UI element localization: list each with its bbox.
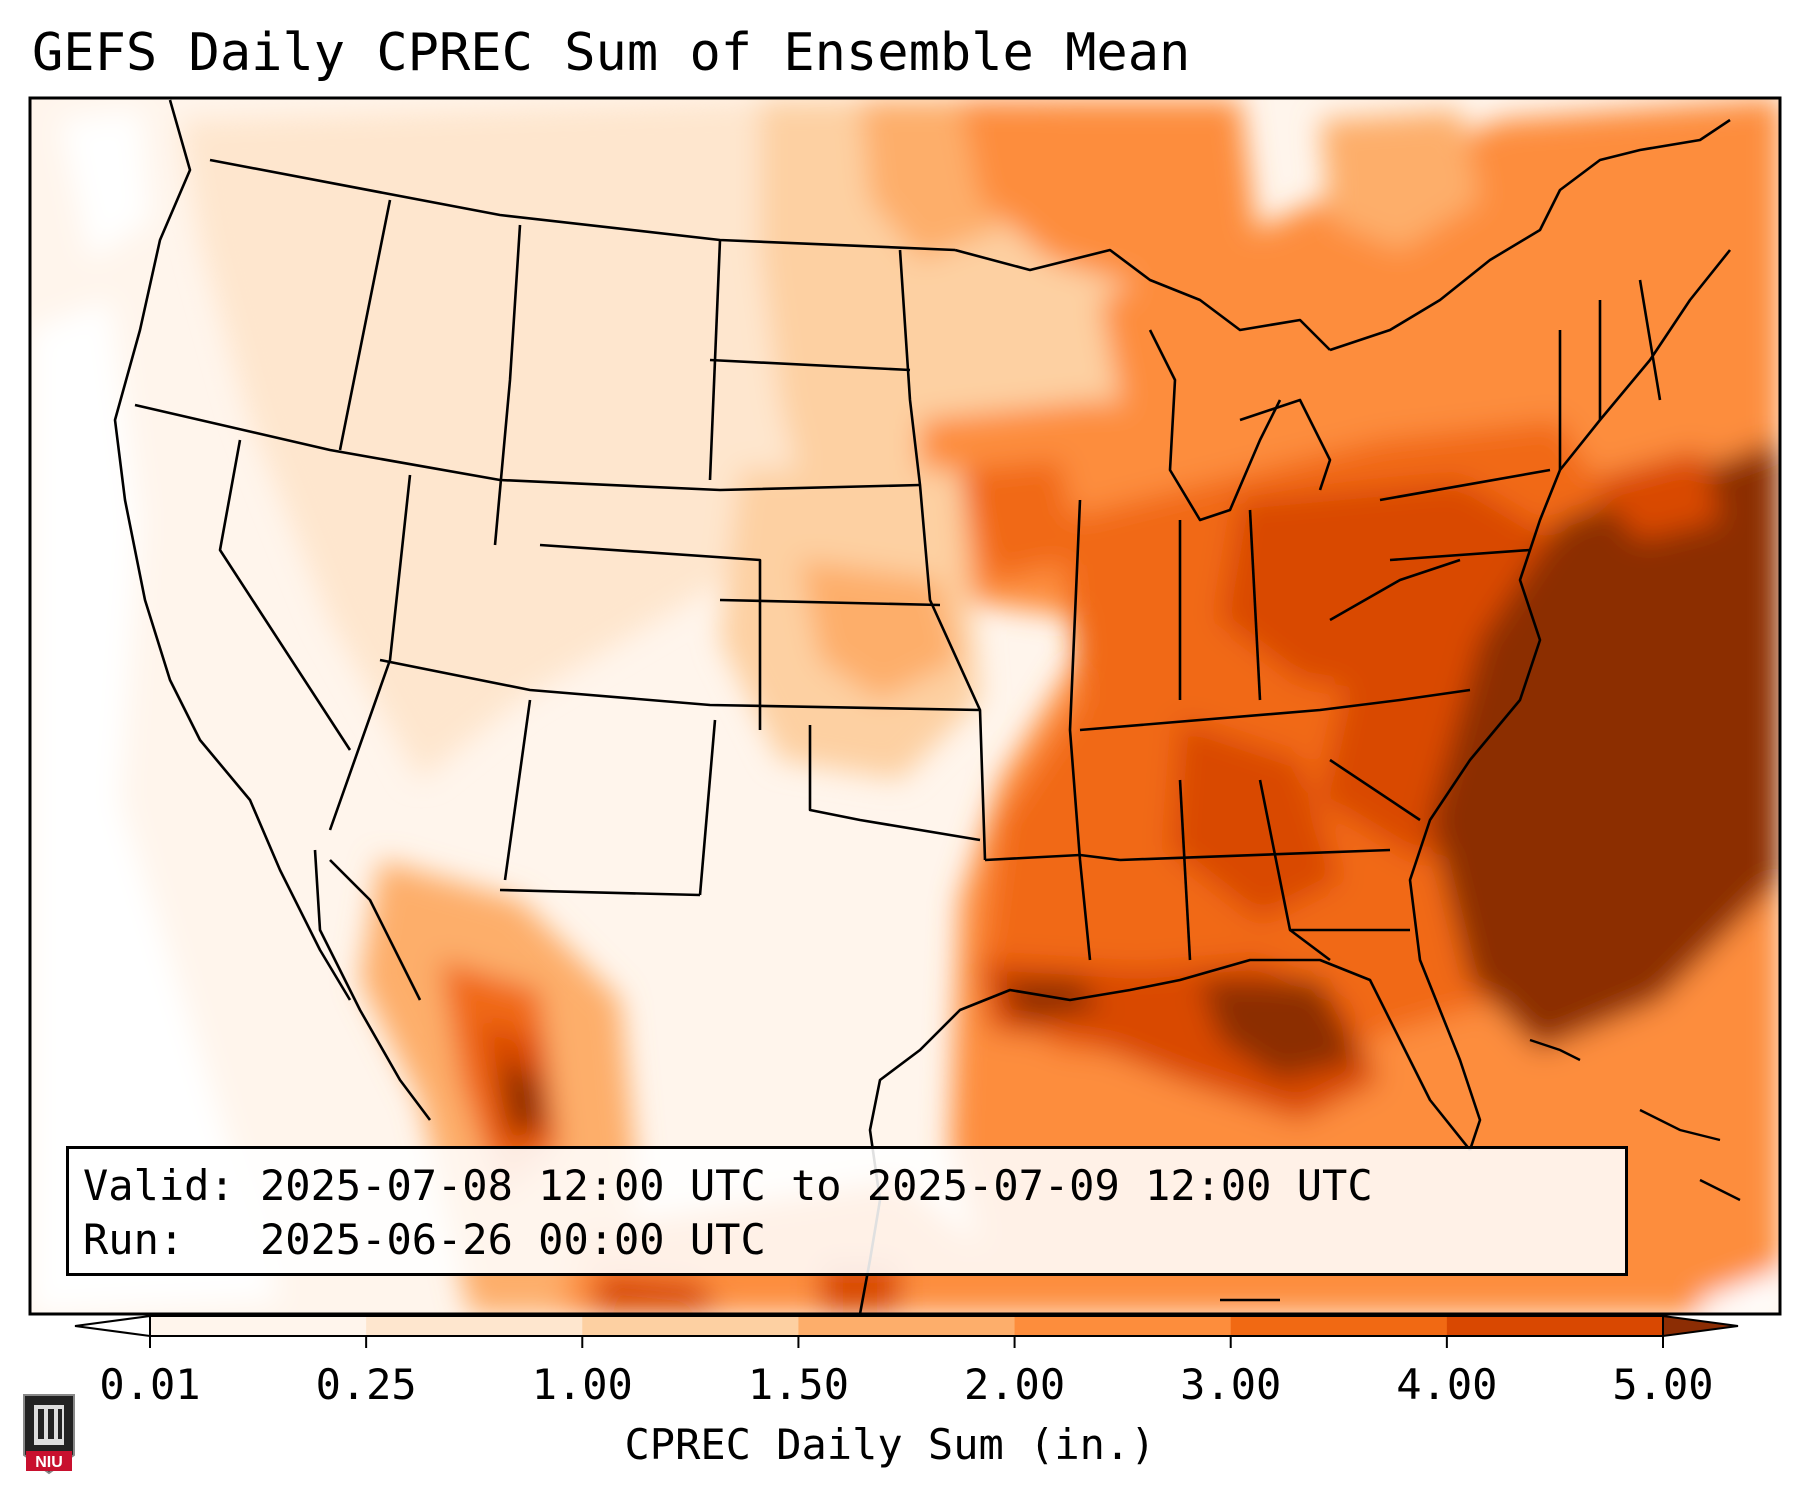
colorbar-tick-label: 0.25 <box>315 1360 417 1409</box>
valid-label: Valid: <box>83 1161 235 1210</box>
colorbar-tick-label: 0.01 <box>99 1360 201 1409</box>
run-label: Run: <box>83 1215 185 1264</box>
colorbar-tick-label: 1.50 <box>747 1360 849 1409</box>
colorbar-over-arrow <box>1662 1314 1739 1338</box>
colorbar-segment <box>1014 1316 1232 1336</box>
valid-run-info-box: Valid: 2025-07-08 12:00 UTC to 2025-07-0… <box>66 1146 1628 1276</box>
colorbar-under-arrow <box>74 1314 151 1338</box>
colorbar-tick-label: 3.00 <box>1180 1360 1282 1409</box>
state-borders <box>113 99 1732 1314</box>
colorbar-outline <box>149 1315 1664 1337</box>
colorbar-segment <box>150 1316 367 1336</box>
colorbar-segment <box>582 1316 799 1336</box>
colorbar-tick-label: 4.00 <box>1396 1360 1498 1409</box>
valid-value: 2025-07-08 12:00 UTC to 2025-07-09 12:00… <box>260 1161 1373 1210</box>
colorbar-segment <box>1230 1316 1448 1336</box>
colorbar-tick-label: 1.00 <box>531 1360 633 1409</box>
precip-map <box>28 96 1782 1316</box>
precip-field <box>30 98 1780 1314</box>
colorbar-segment <box>366 1316 583 1336</box>
colorbar-tick-label: 2.00 <box>963 1360 1066 1409</box>
run-row: Run: 2025-06-26 00:00 UTC <box>83 1213 1611 1267</box>
colorbar <box>74 1314 1739 1348</box>
colorbar-segment <box>1446 1316 1664 1336</box>
map-title: GEFS Daily CPREC Sum of Ensemble Mean <box>32 23 1191 83</box>
niu-logo-icon: NIU <box>23 1394 75 1475</box>
valid-row: Valid: 2025-07-08 12:00 UTC to 2025-07-0… <box>83 1159 1611 1213</box>
colorbar-title: CPREC Daily Sum (in.) <box>624 1420 1156 1469</box>
map-frame <box>28 96 1782 1316</box>
colorbar-segment <box>798 1316 1016 1336</box>
logo-text: NIU <box>35 1454 63 1471</box>
run-value: 2025-06-26 00:00 UTC <box>260 1215 766 1264</box>
colorbar-tick-label: 5.00 <box>1612 1360 1714 1409</box>
